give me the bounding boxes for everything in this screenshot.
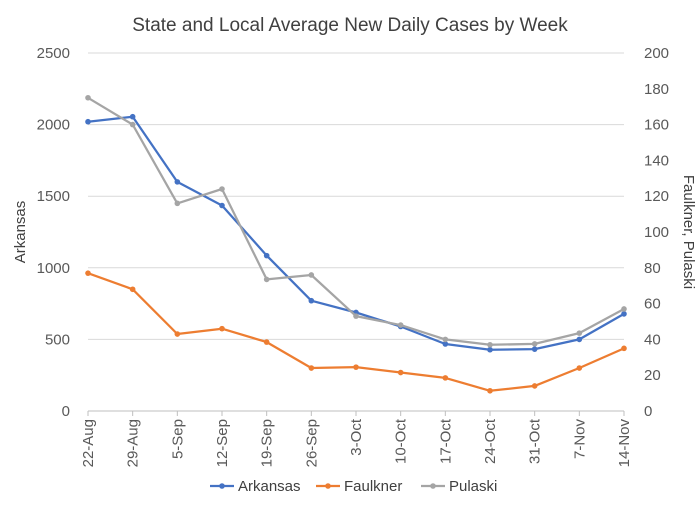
data-point bbox=[442, 375, 449, 381]
y-right-tick-label: 180 bbox=[644, 81, 669, 98]
data-point bbox=[442, 341, 449, 347]
x-tick-label: 7-Nov bbox=[571, 419, 588, 460]
x-tick-label: 31-Oct bbox=[527, 418, 544, 464]
y-left-tick-label: 500 bbox=[45, 331, 70, 348]
y-axis-right-title: Faulkner, Pulaski bbox=[680, 175, 697, 289]
data-point bbox=[174, 179, 181, 185]
data-point bbox=[531, 341, 538, 347]
data-point bbox=[308, 272, 315, 278]
series-pulaski bbox=[85, 94, 627, 348]
data-point bbox=[85, 94, 91, 101]
data-point bbox=[308, 365, 315, 371]
data-point bbox=[174, 331, 181, 337]
y-left-tick-label: 2000 bbox=[37, 117, 70, 134]
x-tick-label: 24-Oct bbox=[482, 418, 499, 464]
y-right-tick-label: 80 bbox=[644, 260, 661, 277]
y-right-tick-label: 40 bbox=[644, 331, 661, 348]
x-tick-label: 19-Sep bbox=[259, 419, 276, 467]
data-point bbox=[263, 276, 270, 283]
series-line bbox=[86, 96, 626, 346]
data-point bbox=[85, 270, 91, 276]
data-point bbox=[442, 336, 449, 343]
series-faulkner bbox=[85, 270, 627, 394]
legend-label: Pulaski bbox=[449, 478, 497, 495]
y-right-tick-label: 20 bbox=[644, 367, 661, 384]
y-axis-left: 0 500 1000 1500 2000 2500 bbox=[37, 45, 70, 420]
y-left-tick-label: 0 bbox=[62, 403, 70, 420]
y-right-tick-label: 200 bbox=[644, 45, 669, 62]
legend-swatch-marker bbox=[325, 483, 331, 489]
data-point bbox=[576, 365, 583, 371]
series-arkansas bbox=[85, 113, 627, 353]
x-tick-label: 5-Sep bbox=[169, 419, 186, 459]
series-line bbox=[86, 272, 626, 392]
data-point bbox=[353, 313, 359, 319]
y-right-tick-label: 160 bbox=[644, 117, 669, 134]
x-tick-label: 14-Nov bbox=[616, 419, 633, 468]
x-tick-label: 17-Oct bbox=[437, 418, 454, 464]
data-point bbox=[129, 121, 136, 128]
data-point bbox=[576, 330, 583, 336]
data-point bbox=[353, 364, 359, 370]
y-axis-right: 0 20 40 60 80 100 120 140 160 180 200 bbox=[644, 45, 669, 420]
data-point bbox=[219, 186, 225, 192]
series-layer bbox=[85, 94, 627, 394]
data-point bbox=[263, 339, 270, 345]
data-point bbox=[531, 346, 538, 352]
data-point bbox=[174, 200, 181, 207]
y-left-tick-label: 1500 bbox=[37, 188, 70, 205]
data-point bbox=[219, 202, 225, 209]
data-point bbox=[308, 297, 315, 304]
chart-title: State and Local Average New Daily Cases … bbox=[132, 15, 568, 36]
data-point bbox=[621, 345, 627, 352]
y-right-tick-label: 0 bbox=[644, 403, 652, 420]
y-right-tick-label: 60 bbox=[644, 296, 661, 313]
x-tick-label: 10-Oct bbox=[393, 418, 410, 464]
data-point bbox=[487, 341, 493, 348]
x-tick-label: 29-Aug bbox=[125, 419, 142, 467]
y-right-tick-label: 100 bbox=[644, 224, 669, 241]
data-point bbox=[487, 346, 493, 353]
x-tick-label: 22-Aug bbox=[80, 419, 97, 467]
data-point bbox=[621, 306, 627, 312]
x-tick-label: 3-Oct bbox=[348, 418, 365, 456]
x-axis: 22-Aug 29-Aug 5-Sep 12-Sep 19-Sep 26-Sep 3-Oct… bbox=[80, 410, 633, 468]
data-point bbox=[263, 252, 270, 259]
data-point bbox=[397, 369, 404, 376]
data-point bbox=[129, 113, 136, 120]
x-tick-label: 12-Sep bbox=[214, 419, 231, 467]
y-right-tick-label: 140 bbox=[644, 152, 669, 169]
x-tick-label: 26-Sep bbox=[303, 419, 320, 467]
data-point bbox=[85, 118, 91, 125]
data-point bbox=[621, 311, 627, 317]
gridlines bbox=[88, 52, 624, 412]
data-point bbox=[129, 286, 136, 293]
data-point bbox=[487, 387, 493, 394]
legend-swatch-marker bbox=[430, 483, 436, 489]
y-left-tick-label: 1000 bbox=[37, 260, 70, 277]
data-point bbox=[397, 322, 404, 328]
y-left-tick-label: 2500 bbox=[37, 45, 70, 62]
data-point bbox=[531, 383, 538, 389]
legend-label: Arkansas bbox=[238, 478, 301, 495]
legend-swatch-marker bbox=[219, 483, 225, 489]
y-right-tick-label: 120 bbox=[644, 188, 669, 205]
data-point bbox=[219, 325, 225, 332]
legend: Arkansas Faulkner Pulaski bbox=[210, 478, 497, 495]
y-axis-left-title: Arkansas bbox=[12, 201, 29, 264]
data-point bbox=[576, 336, 583, 343]
legend-label: Faulkner bbox=[344, 478, 402, 495]
